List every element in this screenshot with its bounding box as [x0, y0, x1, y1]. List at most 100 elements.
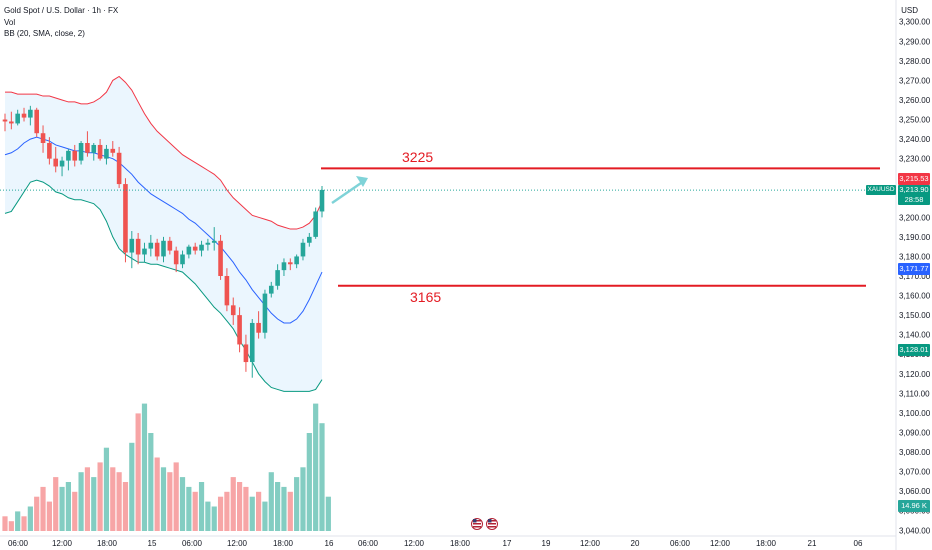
time-axis-label: 12:00	[580, 539, 601, 548]
candles	[2, 105, 325, 378]
volume-bar	[268, 472, 274, 531]
candle-body	[268, 285, 274, 294]
volume-bar	[192, 491, 198, 531]
candle-body	[123, 184, 128, 253]
candle-body	[66, 150, 71, 161]
price-axis-label: 3,190.00	[899, 233, 931, 242]
candle-body	[307, 236, 312, 243]
time-axis-label: 19	[542, 539, 551, 548]
price-axis-label: 3,270.00	[899, 76, 931, 85]
volume-bar	[167, 472, 173, 531]
candle-body	[72, 150, 78, 161]
currency-label[interactable]: USD	[901, 6, 918, 15]
volume-bar	[230, 477, 236, 531]
candle-body	[275, 270, 280, 286]
volume-bar	[319, 423, 325, 531]
volume-bar	[154, 457, 160, 531]
price-axis-label: 3,120.00	[899, 370, 931, 379]
time-axis-label: 18:00	[756, 539, 777, 548]
volume-bar	[40, 486, 46, 531]
resistance-level-label[interactable]: 3225	[402, 149, 434, 165]
flag-stripe	[488, 523, 496, 525]
time-axis-label: 06:00	[8, 539, 29, 548]
candle-body	[218, 240, 223, 276]
volume-bar	[53, 477, 59, 531]
candle-body	[199, 244, 204, 251]
volume-bar	[294, 477, 300, 531]
bollinger-middle-line	[4, 136, 323, 324]
volume-bar	[46, 501, 52, 531]
candle-body	[129, 238, 135, 253]
volume-bar	[78, 472, 84, 531]
bollinger-lower-line	[4, 179, 323, 392]
price-axis-label: 3,230.00	[899, 155, 931, 164]
candle-body	[294, 256, 299, 265]
last-price-tag: 3,213.90 28:58	[898, 185, 930, 205]
flag-stripe	[473, 520, 481, 522]
time-axis-label: 18:00	[450, 539, 471, 548]
volume-bar	[97, 462, 103, 531]
candle-body	[262, 293, 268, 333]
candle-body	[192, 246, 198, 251]
volume-bar	[236, 482, 243, 531]
candle-body	[116, 152, 122, 185]
flag-stripe	[488, 526, 496, 528]
us-flag-icon	[486, 518, 498, 530]
projection-arrow-shaft	[331, 179, 365, 205]
price-axis-label: 3,250.00	[899, 116, 931, 125]
price-axis-label: 3,290.00	[899, 37, 931, 46]
volume-bar	[15, 511, 21, 531]
volume-bar	[27, 506, 33, 531]
candle-body	[281, 262, 287, 271]
candle-body	[91, 144, 97, 153]
us-flag-icon	[471, 518, 483, 530]
volume-bar	[224, 491, 230, 531]
lower-band-price-tag: 3,128.01	[898, 344, 930, 356]
flag-canton	[473, 519, 477, 523]
volume-indicator-label[interactable]: Vol	[4, 18, 16, 27]
price-axis-label: 3,240.00	[899, 135, 931, 144]
time-axis-label: 18:00	[97, 539, 118, 548]
volume-bar	[59, 486, 65, 531]
candle-body	[78, 143, 84, 161]
candle-body	[15, 113, 20, 124]
volume-bar	[249, 496, 255, 531]
volume-bar	[300, 467, 306, 531]
volume-bar	[256, 491, 262, 531]
candle-body	[211, 240, 217, 243]
volume-bar	[116, 472, 122, 531]
volume-bar	[21, 516, 27, 531]
bollinger-indicator-label[interactable]: BB (20, SMA, close, 2)	[4, 29, 85, 38]
volume-bar	[72, 491, 78, 531]
price-axis-label: 3,140.00	[899, 331, 931, 340]
candle-body	[313, 211, 318, 237]
flag-stripe	[473, 523, 481, 525]
time-axis-label: 06:00	[670, 539, 691, 548]
volume-bar	[34, 496, 40, 531]
price-axis-label: 3,040.00	[899, 526, 931, 535]
volume-bar	[243, 486, 249, 531]
bollinger-bands	[4, 75, 323, 392]
upper-band-price-tag: 3,215.53	[898, 173, 930, 185]
price-axis-label: 3,150.00	[899, 311, 931, 320]
price-axis-label: 3,300.00	[899, 18, 931, 27]
support-level-label[interactable]: 3165	[410, 289, 442, 305]
candle-body	[34, 109, 39, 134]
volume-bar	[205, 501, 211, 531]
candle-body	[154, 242, 160, 257]
candle-body	[28, 109, 33, 118]
volume-bar	[325, 496, 331, 531]
price-axis-label: 3,260.00	[899, 96, 931, 105]
volume-bar	[148, 433, 154, 531]
time-axis-label: 12:00	[227, 539, 248, 548]
volume-bar	[275, 482, 281, 531]
candle-body	[249, 322, 255, 363]
volume-bar	[160, 467, 167, 531]
time-axis-label: 06	[854, 539, 863, 548]
price-axis-label: 3,110.00	[899, 389, 930, 398]
flag-stripe	[488, 520, 496, 522]
candle-body	[97, 144, 103, 159]
candle-body	[148, 242, 154, 249]
bollinger-fill	[5, 76, 322, 392]
